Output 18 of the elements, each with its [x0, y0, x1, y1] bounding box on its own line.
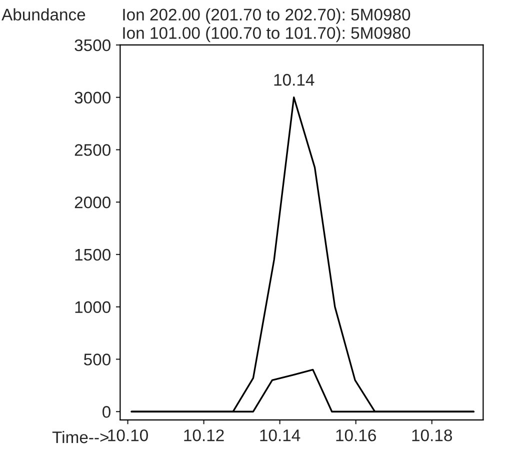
y-tick-label: 1500 [75, 248, 110, 261]
y-tick-label: 2000 [74, 196, 110, 208]
chart-title: Ion 202.00 (201.70 to 202.70): 5M0980 [123, 8, 410, 24]
x-tick-label: 10.12 [184, 429, 224, 442]
y-tick-label: 500 [84, 354, 110, 366]
y-axis-title: Abundance [2, 8, 86, 21]
x-tick-label: 10.16 [336, 429, 376, 442]
y-tick-label: 3500 [74, 39, 110, 52]
y-tick-label: 0 [102, 406, 110, 418]
y-tick-label: 3000 [74, 92, 110, 104]
y-tick-label: 2500 [74, 144, 110, 156]
x-tick-label: 10.14 [260, 429, 300, 442]
y-tick-label: 1000 [75, 301, 110, 314]
x-tick-label: 10.10 [108, 429, 148, 442]
x-tick-label: 10.18 [412, 429, 452, 442]
annotation: 10.14 [274, 74, 314, 86]
chart-subtitle: Ion 101.00 (100.70 to 101.70): 5M0980 [123, 26, 410, 42]
x-axis-title: Time--> [52, 430, 108, 444]
